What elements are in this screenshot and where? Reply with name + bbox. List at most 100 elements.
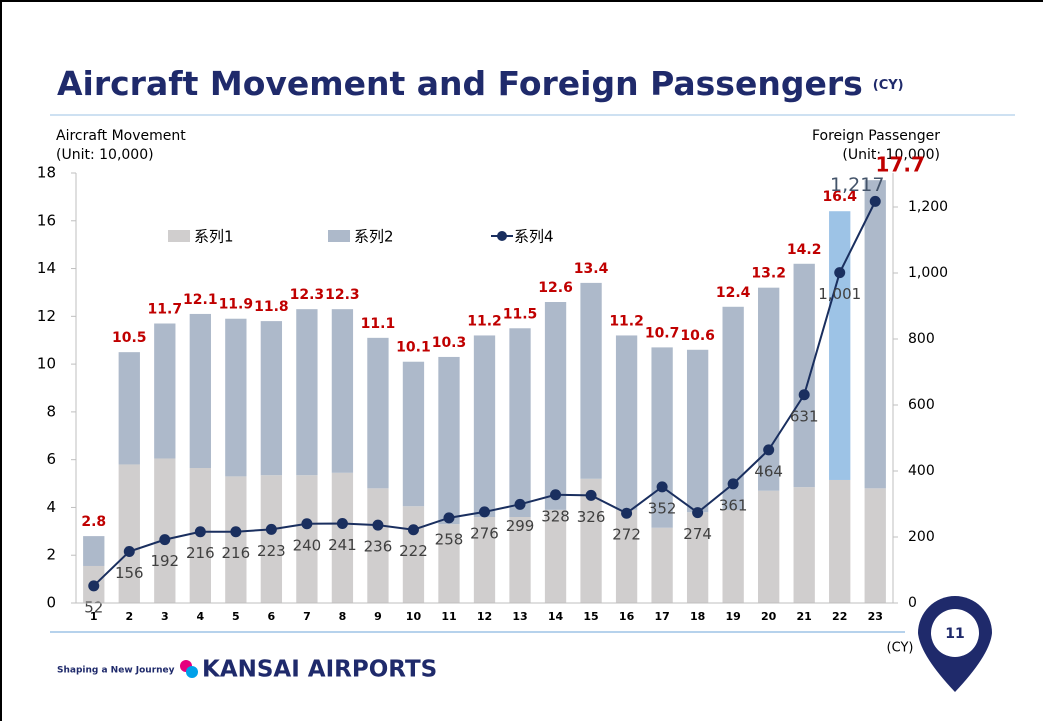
- line-value-label: 274: [683, 525, 712, 543]
- bar-segment: [580, 478, 602, 603]
- line-marker: [479, 506, 490, 518]
- bar-segment: [615, 335, 638, 510]
- line-marker: [834, 267, 846, 279]
- x-tick-label: 22: [832, 610, 847, 623]
- x-tick-label: 3: [161, 610, 169, 623]
- y-tick-label: 12: [37, 307, 56, 325]
- bar-segment: [615, 509, 638, 603]
- page-number: 11: [945, 626, 964, 642]
- title-text: Aircraft Movement and Foreign Passengers: [57, 64, 863, 103]
- x-tick-label: 21: [797, 610, 812, 623]
- legend-swatch: [328, 230, 350, 242]
- line-value-label: 328: [541, 507, 570, 525]
- line-marker: [621, 507, 633, 519]
- bar-segment: [438, 524, 460, 603]
- line-marker: [194, 526, 206, 538]
- x-tick-label: 14: [548, 610, 564, 623]
- y-tick-label: 18: [37, 164, 56, 182]
- tagline: Shaping a New Journey: [57, 666, 175, 676]
- bar-segment: [296, 475, 318, 603]
- line-marker: [656, 481, 668, 493]
- bar-segment: [829, 479, 851, 603]
- total-label: 11.7: [148, 302, 183, 318]
- bar-segment: [544, 302, 567, 510]
- bar-segment: [189, 313, 211, 469]
- x-tick-label: 17: [654, 610, 669, 623]
- title-suffix: (CY): [873, 78, 904, 93]
- y-tick-label: 10: [37, 355, 56, 373]
- total-label: 10.3: [432, 335, 467, 351]
- line-value-label: 156: [115, 564, 144, 582]
- bar-segment: [473, 335, 496, 517]
- y2-tick-label: 0: [908, 595, 917, 611]
- line-value-label: 631: [790, 407, 819, 425]
- x-tick-label: 23: [868, 610, 883, 623]
- legend-label: 系列4: [514, 228, 554, 246]
- bar-segment: [154, 323, 176, 459]
- line-marker: [336, 517, 348, 529]
- bar-segment: [758, 287, 780, 491]
- total-label: 11.9: [219, 297, 254, 313]
- bar-segment: [722, 509, 744, 603]
- line-value-label: 352: [648, 499, 677, 517]
- y2-tick-label: 1,000: [908, 265, 948, 281]
- total-label: 14.2: [787, 242, 822, 258]
- x-tick-label: 7: [303, 610, 311, 623]
- bar-segment: [473, 517, 496, 603]
- total-label: 11.5: [503, 306, 538, 322]
- line-value-label: 240: [293, 536, 322, 554]
- line-value-label: 236: [364, 538, 393, 556]
- bar-segment: [509, 328, 531, 517]
- line-value-label: 192: [150, 552, 179, 570]
- total-label: 10.5: [112, 330, 147, 346]
- x-tick-label: 16: [619, 610, 635, 623]
- y2-tick-label: 1,200: [908, 199, 948, 215]
- x-tick-label: 6: [268, 610, 276, 623]
- total-label: 12.3: [325, 287, 360, 303]
- total-label: 11.2: [467, 313, 502, 329]
- x-tick-label: 20: [761, 610, 777, 623]
- total-label: 16.4: [822, 189, 857, 205]
- bar-segment: [296, 309, 318, 476]
- total-label: 17.7: [876, 153, 925, 177]
- total-label: 13.4: [574, 261, 609, 277]
- x-tick-label: 13: [512, 610, 527, 623]
- line-value-label: 272: [612, 526, 641, 544]
- x-tick-label: 18: [690, 610, 705, 623]
- line-value-label: 1,217: [830, 174, 884, 196]
- y-tick-label: 4: [46, 498, 56, 516]
- bar-segment: [438, 356, 460, 525]
- bar-segment: [367, 337, 389, 489]
- line-value-label: 258: [435, 530, 464, 548]
- total-label: 10.1: [396, 340, 431, 356]
- legend-label: 系列2: [354, 228, 394, 246]
- x-axis-unit: (CY): [887, 641, 914, 656]
- bar-segment: [83, 536, 105, 566]
- y2-axis-unit: (Unit: 10,000): [842, 147, 940, 163]
- bar-segment: [367, 488, 389, 603]
- line-value-label: 216: [222, 544, 251, 562]
- line-value-label: 326: [577, 508, 606, 526]
- line-marker: [869, 195, 881, 207]
- total-label: 10.7: [645, 325, 680, 341]
- bar-segment: [225, 476, 247, 603]
- bar-segment: [651, 527, 673, 603]
- total-label: 10.6: [680, 328, 715, 344]
- total-label: 2.8: [81, 514, 106, 530]
- bar-segment: [686, 349, 709, 513]
- line-marker: [443, 512, 455, 524]
- brand: KANSAI AIRPORTS: [202, 657, 437, 683]
- bar-segment: [260, 321, 283, 476]
- total-label: 11.1: [361, 316, 396, 332]
- line-marker: [301, 518, 313, 530]
- y-tick-label: 16: [37, 211, 56, 229]
- bar-segment: [793, 487, 815, 603]
- bar-segment: [331, 309, 354, 473]
- y-tick-label: 0: [46, 594, 56, 612]
- line-marker: [550, 489, 562, 501]
- y-tick-label: 6: [46, 450, 56, 468]
- total-label: 12.6: [538, 280, 573, 296]
- y2-axis-label: Foreign Passenger: [812, 128, 940, 144]
- y2-tick-label: 800: [908, 331, 935, 347]
- y2-tick-label: 400: [908, 463, 935, 479]
